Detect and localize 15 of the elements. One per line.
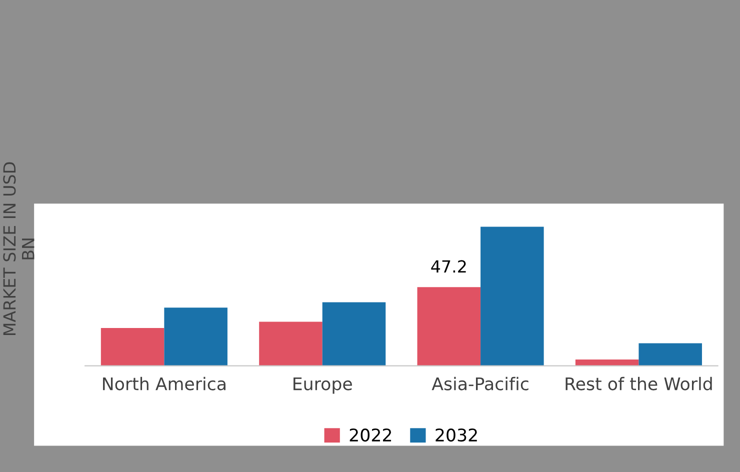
x-tick-label: Asia-Pacific xyxy=(432,376,528,390)
bar xyxy=(259,322,322,366)
data-label: 47.2 xyxy=(431,260,466,273)
legend-label: 2032 xyxy=(436,428,477,442)
x-tick-label: Europe xyxy=(294,377,352,394)
bar xyxy=(480,226,544,366)
bar xyxy=(164,308,228,366)
legend-label: 2022 xyxy=(350,428,392,442)
bar xyxy=(322,302,386,366)
y-axis-title: MARKET SIZE IN USD BN xyxy=(3,162,34,336)
bar xyxy=(417,287,481,366)
bar xyxy=(100,328,164,366)
x-tick-label: North America xyxy=(103,376,226,390)
x-tick-label: Rest of the World xyxy=(566,376,712,390)
bar xyxy=(638,343,702,366)
